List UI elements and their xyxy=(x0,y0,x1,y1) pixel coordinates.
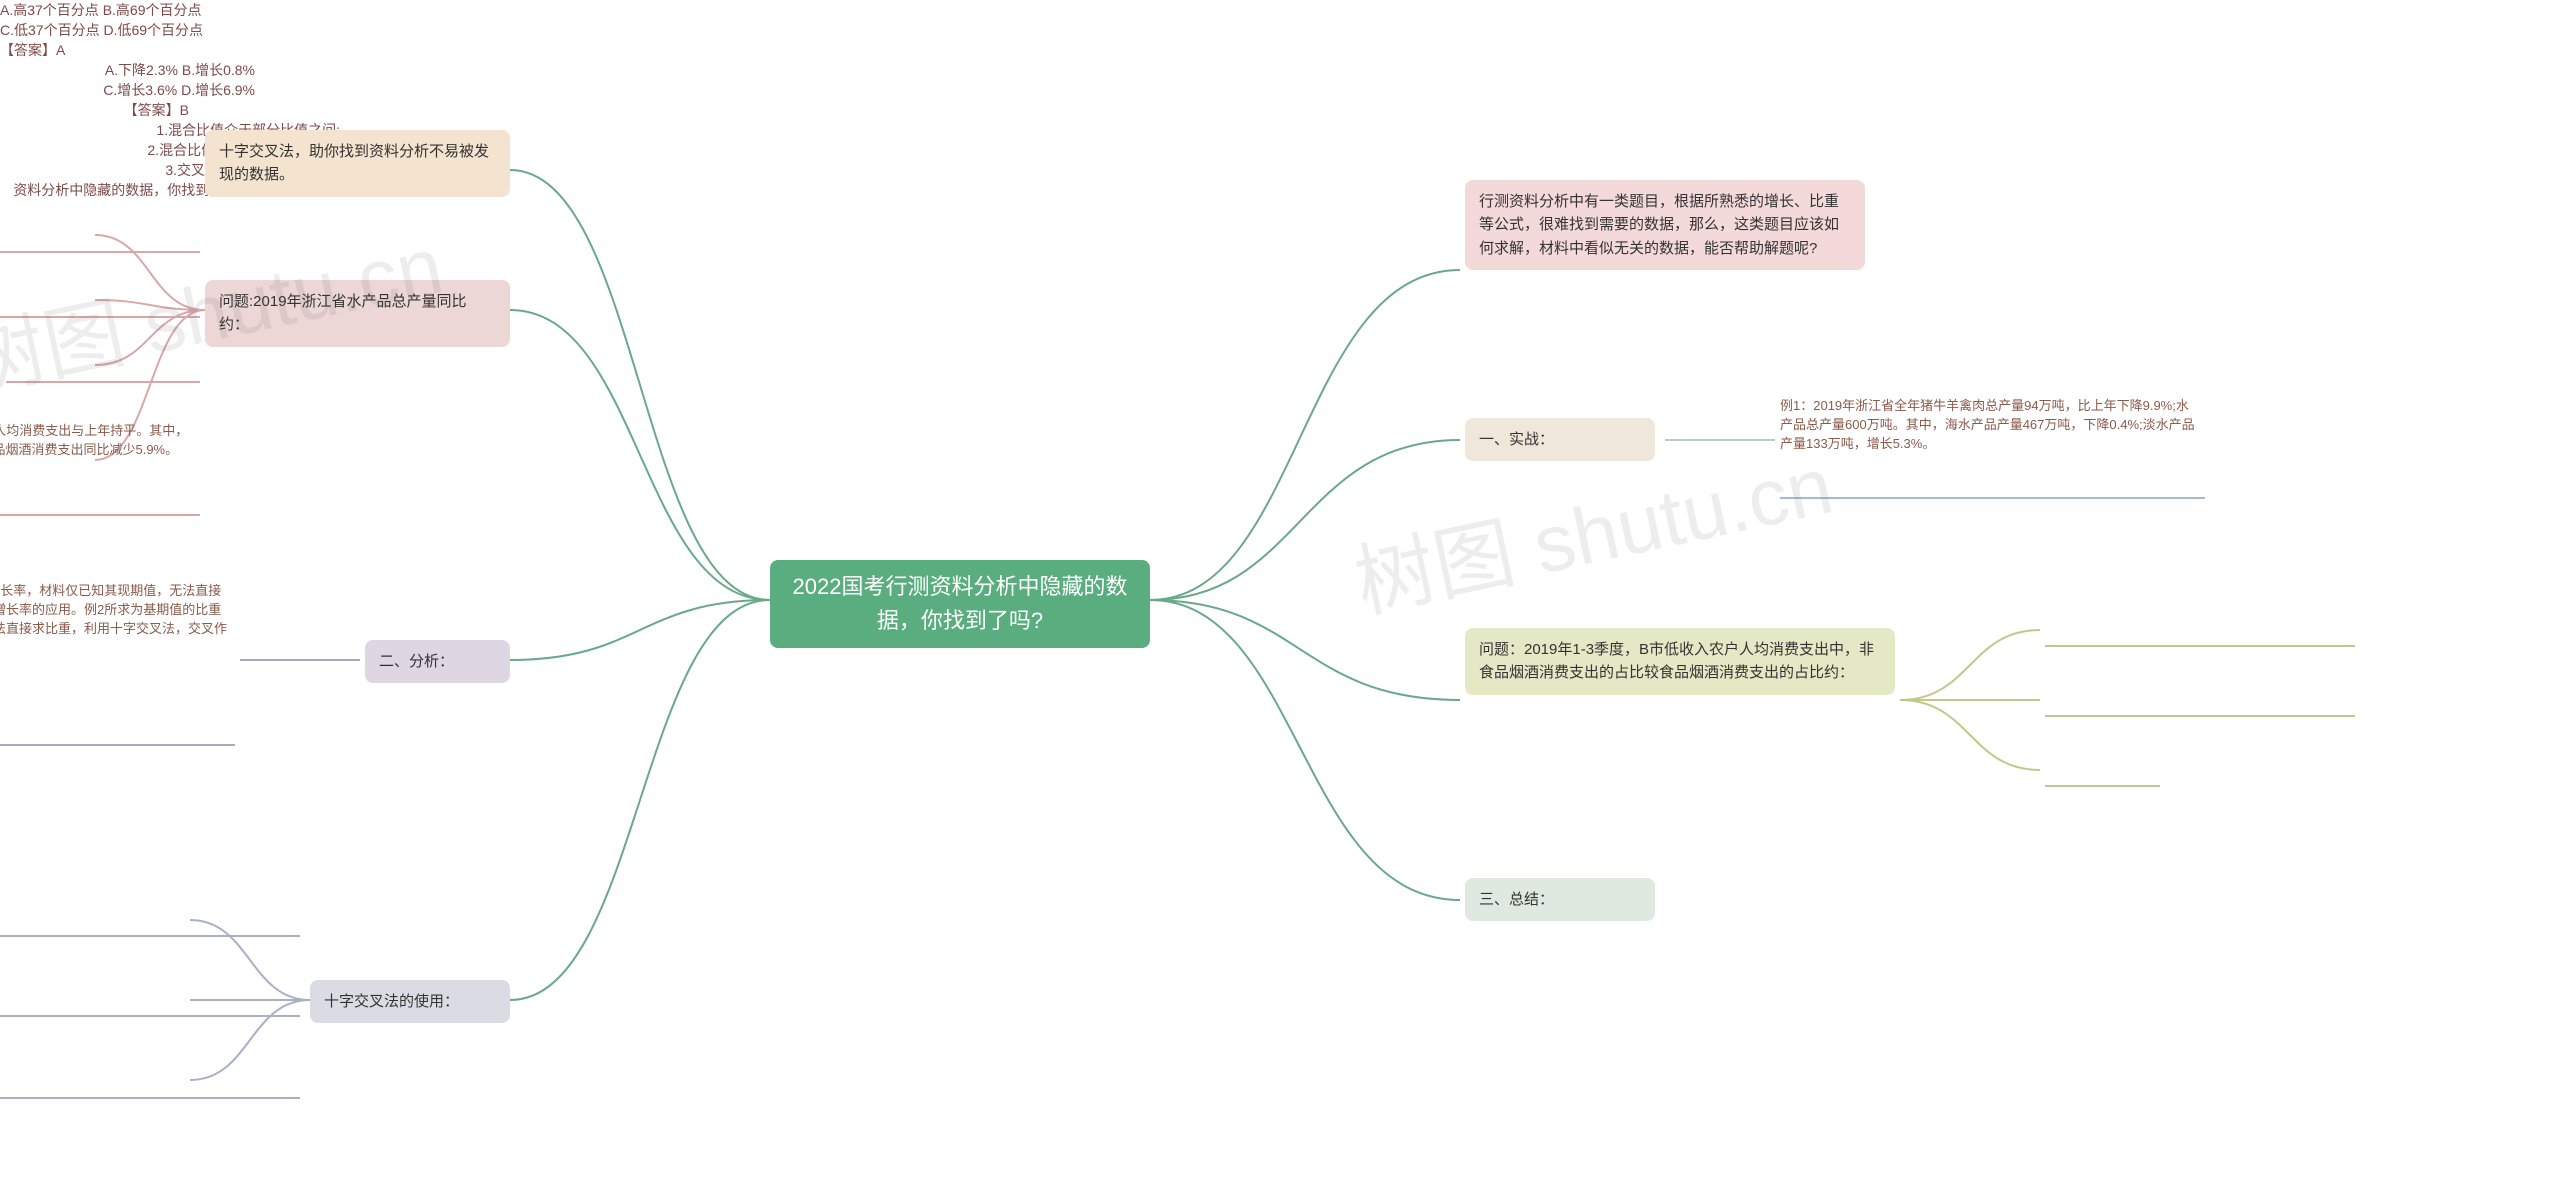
root-node[interactable]: 2022国考行测资料分析中隐藏的数据，你找到了吗? xyxy=(770,560,1150,648)
cross-node[interactable]: 十字交叉法，助你找到资料分析不易被发现的数据。 xyxy=(205,130,510,197)
intro-node[interactable]: 行测资料分析中有一类题目，根据所熟悉的增长、比重等公式，很难找到需要的数据，那么… xyxy=(1465,180,1865,270)
sec1-node[interactable]: 一、实战： xyxy=(1465,418,1655,461)
question1-node[interactable]: 问题:2019年浙江省水产品总产量同比约： xyxy=(205,280,510,347)
sec3-label: 三、总结： xyxy=(1479,891,1554,908)
sec3-node[interactable]: 三、总结： xyxy=(1465,878,1655,921)
usage-label: 十字交叉法的使用： xyxy=(324,993,459,1010)
q2-ans: 【答案】A xyxy=(0,40,2560,60)
sec2-node[interactable]: 二、分析： xyxy=(365,640,510,683)
q1-ans: 【答案】B xyxy=(0,100,189,120)
q1-ex2: 例 2：2020年1-3季度，B市低收入农户人均消费支出与上年持平。其中，食品烟… xyxy=(0,420,195,458)
q2-optC: C.低37个百分点 D.低69个百分点 xyxy=(0,20,2560,40)
sec2-analysis: 例1所求为浙江省水产品总产量同比增长率，材料仅已知其现期值，无法直接利用增长率公… xyxy=(0,580,231,656)
question1-text: 问题:2019年浙江省水产品总产量同比约： xyxy=(219,293,467,333)
sec1-label: 一、实战： xyxy=(1479,431,1554,448)
cross-text: 十字交叉法，助你找到资料分析不易被发现的数据。 xyxy=(219,143,489,183)
question2-text: 问题：2019年1-3季度，B市低收入农户人均消费支出中，非食品烟酒消费支出的占… xyxy=(1479,641,1874,681)
q1-optA: A.下降2.3% B.增长0.8% xyxy=(0,60,255,80)
q2-optA: A.高37个百分点 B.高69个百分点 xyxy=(0,0,2560,20)
sec2-label: 二、分析： xyxy=(379,653,454,670)
root-text: 2022国考行测资料分析中隐藏的数据，你找到了吗? xyxy=(793,574,1128,633)
intro-text: 行测资料分析中有一类题目，根据所熟悉的增长、比重等公式，很难找到需要的数据，那么… xyxy=(1479,193,1839,257)
sec1-ex1: 例1：2019年浙江省全年猪牛羊禽肉总产量94万吨，比上年下降9.9%;水产品总… xyxy=(1780,395,2200,452)
usage-node[interactable]: 十字交叉法的使用： xyxy=(310,980,510,1023)
question2-node[interactable]: 问题：2019年1-3季度，B市低收入农户人均消费支出中，非食品烟酒消费支出的占… xyxy=(1465,628,1895,695)
q1-optC: C.增长3.6% D.增长6.9% xyxy=(0,80,255,100)
